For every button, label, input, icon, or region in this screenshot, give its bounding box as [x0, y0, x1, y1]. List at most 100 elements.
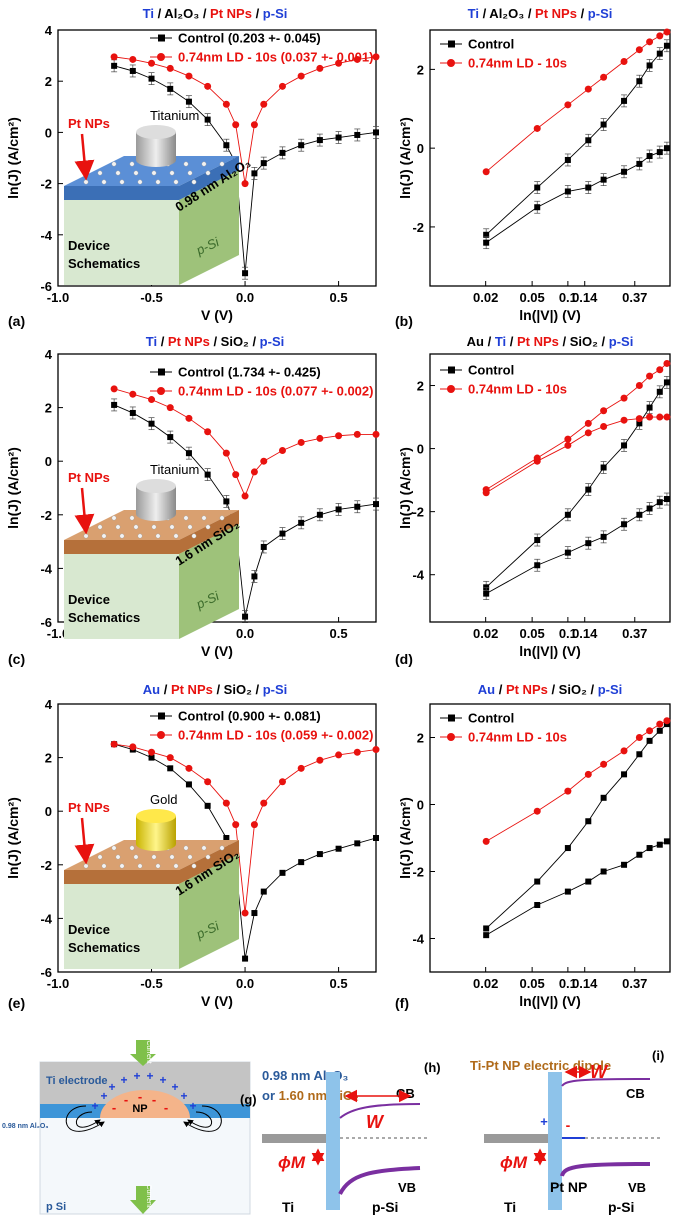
title-part: / — [506, 334, 517, 349]
plot-frame — [57, 29, 377, 287]
nanoparticle-dot — [187, 170, 193, 176]
data-point-circle — [600, 760, 608, 768]
data-point-circle — [482, 837, 490, 845]
data-point-circle — [646, 38, 654, 46]
data-point-square — [656, 50, 663, 57]
field-line-arrow — [76, 1111, 101, 1128]
y-axis-label: ln(J) (A/cm²) — [5, 117, 21, 199]
substrate-side — [179, 524, 239, 639]
data-point-square — [564, 511, 571, 518]
title-part: Pt NPs — [168, 334, 210, 349]
ti-side-label: Ti — [504, 1199, 516, 1215]
data-point-circle — [635, 415, 643, 423]
legend-label: 0.74nm LD - 10s (0.059 +- 0.002) — [178, 728, 373, 743]
data-point-square — [585, 540, 592, 547]
data-point-square — [260, 160, 267, 167]
data-point-circle — [260, 100, 268, 108]
x-tick-label: 0.1 — [559, 626, 577, 641]
data-point-square — [600, 868, 607, 875]
panel-label: (d) — [395, 651, 413, 667]
y-tick-label: 0 — [417, 798, 424, 813]
chart-panel-c: Ti / Pt NPs / SiO₂ / p-Si-1.0-0.50.00.5-… — [5, 334, 380, 667]
data-point-square — [663, 496, 670, 503]
data-point-square — [223, 835, 230, 841]
data-point-circle — [335, 432, 343, 440]
minus-charge: - — [152, 1092, 156, 1107]
data-point-square — [621, 97, 628, 104]
nanoparticle-dot — [133, 854, 139, 860]
title-part: / — [577, 6, 588, 21]
nanoparticle-dot — [205, 170, 211, 176]
schematic-caption: Schematics — [68, 940, 140, 955]
minus-charge: - — [138, 1089, 142, 1104]
panel-label: (e) — [8, 995, 25, 1011]
nanoparticle-dot — [183, 161, 189, 167]
y-tick-label: -6 — [40, 965, 52, 980]
data-point-square — [279, 530, 286, 537]
y-tick-label: 2 — [417, 379, 424, 394]
data-point-square — [646, 153, 653, 160]
data-point-circle — [584, 429, 592, 437]
data-point-square — [335, 506, 342, 513]
plus-charge: + — [180, 1089, 187, 1103]
plus-charge: + — [108, 1080, 115, 1094]
y-tick-label: 2 — [45, 751, 52, 766]
legend-label: 0.74nm LD - 10s — [468, 56, 567, 71]
data-point-circle — [129, 390, 137, 398]
title-part: / SiO₂ / — [210, 334, 260, 349]
legend-label: 0.74nm LD - 10s (0.037 +- 0.001) — [178, 50, 373, 65]
nanoparticle-dot — [111, 845, 117, 851]
dipole-minus: - — [566, 1117, 571, 1133]
nanoparticle-dot — [205, 524, 211, 530]
nanoparticle-dot — [97, 854, 103, 860]
chart-panel-d: Au / Ti / Pt NPs / SiO₂ / p-Si 0.02 0.05 0.… — [395, 334, 671, 667]
current-label-bottom: Current — [145, 1184, 152, 1207]
valence-band-curve — [338, 1166, 421, 1195]
data-point-square — [185, 450, 192, 457]
data-point-square — [185, 98, 192, 105]
x-tick-label: 0.14 — [572, 976, 598, 991]
schematic-caption: Device — [68, 592, 110, 607]
data-point-square — [585, 486, 592, 493]
x-tick-label: -1.0 — [47, 290, 69, 305]
data-point-square — [242, 613, 249, 620]
data-point-circle — [185, 72, 193, 80]
title-part: p-Si — [598, 682, 623, 697]
schematic-caption: Device — [68, 922, 110, 937]
cb-label: CB — [396, 1086, 415, 1101]
data-point-square — [663, 379, 670, 386]
x-tick-label: 0.0 — [236, 976, 254, 991]
data-point-square — [316, 851, 323, 858]
data-point-square — [483, 231, 490, 238]
panel-label-g: (g) — [240, 1092, 257, 1107]
nanoparticle-dot — [115, 170, 121, 176]
data-point-circle — [584, 85, 592, 93]
data-point-square — [167, 434, 174, 441]
data-point-circle — [232, 471, 240, 479]
substrate-side — [179, 854, 239, 969]
ti-electrode-label: Ti electrode — [46, 1075, 108, 1087]
w-label: W — [590, 1062, 609, 1082]
title-part: Pt NPs — [171, 682, 213, 697]
nanoparticle-dot — [219, 845, 225, 851]
data-point-square — [335, 845, 342, 852]
data-point-square — [316, 511, 323, 518]
title-part: p-Si — [260, 334, 285, 349]
x-tick-label: 0.02 — [473, 626, 498, 641]
title-part: Au / — [467, 334, 495, 349]
data-point-square — [279, 149, 286, 156]
data-point-square — [636, 751, 643, 758]
legend-marker — [447, 385, 455, 393]
data-point-square — [242, 270, 249, 277]
metal-contact-top — [136, 809, 176, 823]
data-point-circle — [316, 434, 324, 442]
title-part: Ti — [146, 334, 157, 349]
data-point-square — [204, 471, 211, 478]
data-point-square — [223, 498, 230, 505]
data-point-circle — [241, 180, 249, 188]
metal-contact-bottom — [136, 507, 176, 521]
data-point-circle — [166, 64, 174, 72]
data-point-square — [298, 519, 305, 526]
